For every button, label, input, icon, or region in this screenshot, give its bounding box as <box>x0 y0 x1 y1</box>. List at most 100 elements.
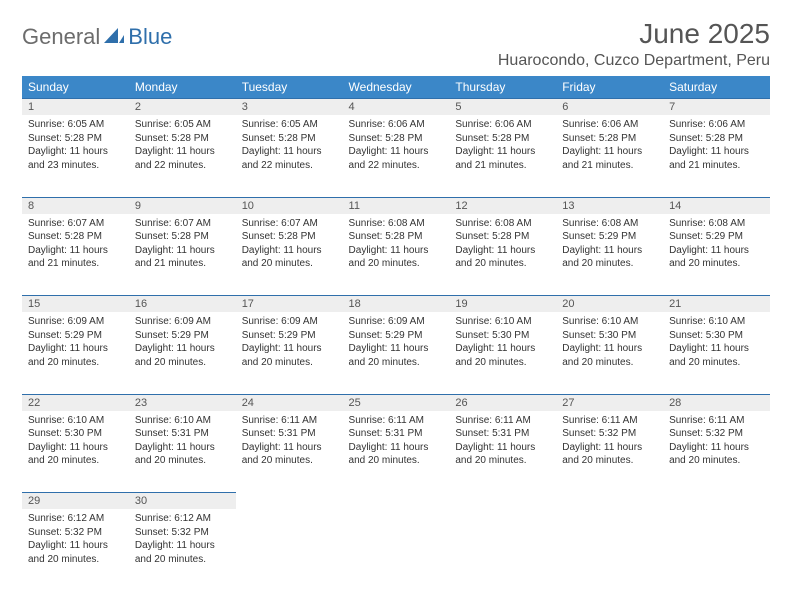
sunset-text: Sunset: 5:32 PM <box>135 526 230 540</box>
calendar-page: General Blue June 2025 Huarocondo, Cuzco… <box>0 0 792 609</box>
sunrise-text: Sunrise: 6:11 AM <box>242 414 337 428</box>
day-cell: Sunrise: 6:10 AMSunset: 5:31 PMDaylight:… <box>129 411 236 493</box>
day-number-cell: 10 <box>236 197 343 214</box>
day-cell <box>663 509 770 591</box>
daylight-text-2: and 20 minutes. <box>669 454 764 468</box>
daylight-text-1: Daylight: 11 hours <box>562 244 657 258</box>
sunrise-text: Sunrise: 6:11 AM <box>349 414 444 428</box>
sunset-text: Sunset: 5:28 PM <box>28 132 123 146</box>
sunrise-text: Sunrise: 6:09 AM <box>28 315 123 329</box>
brand-sail-icon <box>104 26 124 49</box>
day-number-cell: 3 <box>236 99 343 116</box>
day-cell: Sunrise: 6:11 AMSunset: 5:32 PMDaylight:… <box>556 411 663 493</box>
sunrise-text: Sunrise: 6:11 AM <box>562 414 657 428</box>
sunrise-text: Sunrise: 6:10 AM <box>669 315 764 329</box>
day-cell: Sunrise: 6:10 AMSunset: 5:30 PMDaylight:… <box>22 411 129 493</box>
sunrise-text: Sunrise: 6:08 AM <box>562 217 657 231</box>
daylight-text-2: and 21 minutes. <box>669 159 764 173</box>
day-cell: Sunrise: 6:08 AMSunset: 5:28 PMDaylight:… <box>343 214 450 296</box>
calendar-body: 1234567Sunrise: 6:05 AMSunset: 5:28 PMDa… <box>22 99 770 592</box>
daylight-text-1: Daylight: 11 hours <box>455 342 550 356</box>
daylight-text-1: Daylight: 11 hours <box>28 539 123 553</box>
daylight-text-1: Daylight: 11 hours <box>242 342 337 356</box>
daylight-text-1: Daylight: 11 hours <box>562 342 657 356</box>
day-number-cell: 5 <box>449 99 556 116</box>
day-cell: Sunrise: 6:05 AMSunset: 5:28 PMDaylight:… <box>236 115 343 197</box>
daylight-text-1: Daylight: 11 hours <box>455 441 550 455</box>
day-cell: Sunrise: 6:11 AMSunset: 5:32 PMDaylight:… <box>663 411 770 493</box>
weekday-header: Tuesday <box>236 76 343 99</box>
sunrise-text: Sunrise: 6:05 AM <box>28 118 123 132</box>
sunset-text: Sunset: 5:32 PM <box>669 427 764 441</box>
day-cell <box>236 509 343 591</box>
day-number-row: 1234567 <box>22 99 770 116</box>
sunrise-text: Sunrise: 6:06 AM <box>669 118 764 132</box>
daylight-text-2: and 22 minutes. <box>135 159 230 173</box>
daylight-text-2: and 20 minutes. <box>562 257 657 271</box>
sunrise-text: Sunrise: 6:08 AM <box>455 217 550 231</box>
daylight-text-1: Daylight: 11 hours <box>135 441 230 455</box>
day-cell: Sunrise: 6:09 AMSunset: 5:29 PMDaylight:… <box>22 312 129 394</box>
day-cell: Sunrise: 6:05 AMSunset: 5:28 PMDaylight:… <box>22 115 129 197</box>
daylight-text-2: and 22 minutes. <box>349 159 444 173</box>
day-cell: Sunrise: 6:11 AMSunset: 5:31 PMDaylight:… <box>449 411 556 493</box>
day-cell: Sunrise: 6:11 AMSunset: 5:31 PMDaylight:… <box>236 411 343 493</box>
sunset-text: Sunset: 5:31 PM <box>242 427 337 441</box>
daylight-text-1: Daylight: 11 hours <box>562 441 657 455</box>
day-cell: Sunrise: 6:12 AMSunset: 5:32 PMDaylight:… <box>22 509 129 591</box>
daylight-text-1: Daylight: 11 hours <box>669 342 764 356</box>
day-cell <box>556 509 663 591</box>
day-number-cell: 27 <box>556 394 663 411</box>
sunset-text: Sunset: 5:29 PM <box>242 329 337 343</box>
calendar-header-row: Sunday Monday Tuesday Wednesday Thursday… <box>22 76 770 99</box>
daylight-text-1: Daylight: 11 hours <box>242 244 337 258</box>
day-content-row: Sunrise: 6:05 AMSunset: 5:28 PMDaylight:… <box>22 115 770 197</box>
day-number-cell: 11 <box>343 197 450 214</box>
sunset-text: Sunset: 5:32 PM <box>562 427 657 441</box>
sunset-text: Sunset: 5:30 PM <box>455 329 550 343</box>
day-number-cell: 15 <box>22 296 129 313</box>
day-number-cell: 22 <box>22 394 129 411</box>
daylight-text-2: and 20 minutes. <box>135 553 230 567</box>
daylight-text-2: and 20 minutes. <box>562 454 657 468</box>
day-number-cell: 19 <box>449 296 556 313</box>
day-number-cell: 26 <box>449 394 556 411</box>
daylight-text-1: Daylight: 11 hours <box>28 342 123 356</box>
day-number-cell <box>343 493 450 510</box>
sunrise-text: Sunrise: 6:10 AM <box>135 414 230 428</box>
location-subtitle: Huarocondo, Cuzco Department, Peru <box>498 52 770 70</box>
sunset-text: Sunset: 5:28 PM <box>455 132 550 146</box>
day-number-cell: 4 <box>343 99 450 116</box>
day-cell: Sunrise: 6:08 AMSunset: 5:29 PMDaylight:… <box>663 214 770 296</box>
day-number-cell: 8 <box>22 197 129 214</box>
day-cell: Sunrise: 6:10 AMSunset: 5:30 PMDaylight:… <box>663 312 770 394</box>
day-number-cell: 2 <box>129 99 236 116</box>
day-cell <box>343 509 450 591</box>
day-number-cell: 18 <box>343 296 450 313</box>
sunrise-text: Sunrise: 6:12 AM <box>135 512 230 526</box>
day-content-row: Sunrise: 6:12 AMSunset: 5:32 PM Daylight:… <box>22 509 770 591</box>
day-number-cell: 9 <box>129 197 236 214</box>
sunset-text: Sunset: 5:30 PM <box>669 329 764 343</box>
daylight-text-2: and 20 minutes. <box>349 454 444 468</box>
day-number-cell <box>556 493 663 510</box>
daylight-text-1: Daylight: 11 hours <box>349 342 444 356</box>
day-number-cell <box>449 493 556 510</box>
day-number-cell: 29 <box>22 493 129 510</box>
daylight-text-1: Daylight: 11 hours <box>455 145 550 159</box>
daylight-text-1: Daylight: 11 hours <box>135 342 230 356</box>
calendar-table: Sunday Monday Tuesday Wednesday Thursday… <box>22 76 770 591</box>
day-number-cell: 24 <box>236 394 343 411</box>
day-number-row: 891011121314 <box>22 197 770 214</box>
daylight-text-2: and 20 minutes. <box>455 454 550 468</box>
daylight-text-1: Daylight: 11 hours <box>349 145 444 159</box>
daylight-text-1: Daylight: 11 hours <box>349 441 444 455</box>
daylight-text-2: and 20 minutes. <box>455 356 550 370</box>
day-number-cell: 16 <box>129 296 236 313</box>
weekday-header: Thursday <box>449 76 556 99</box>
sunset-text: Sunset: 5:30 PM <box>562 329 657 343</box>
sunrise-text: Sunrise: 6:05 AM <box>242 118 337 132</box>
daylight-text-2: and 20 minutes. <box>349 257 444 271</box>
sunset-text: Sunset: 5:28 PM <box>242 230 337 244</box>
sunrise-text: Sunrise: 6:08 AM <box>349 217 444 231</box>
